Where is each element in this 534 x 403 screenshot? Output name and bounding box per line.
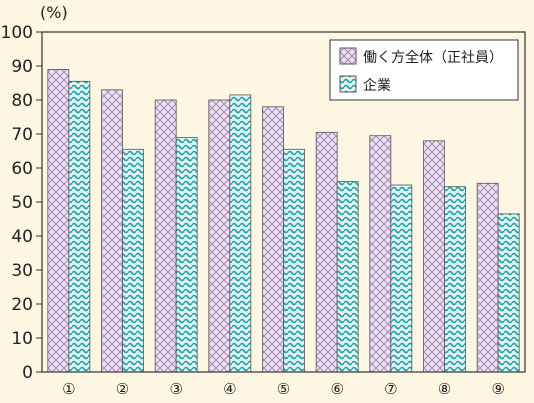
bar-companies-4 [229, 94, 252, 373]
x-category-label: ① [62, 380, 75, 398]
bar-companies-5 [283, 148, 305, 373]
x-category-label: ③ [169, 380, 182, 398]
y-tick-label: 60 [11, 159, 33, 179]
bar-companies-8 [444, 186, 466, 373]
bar-companies-3 [175, 136, 198, 373]
y-unit-label: (%) [40, 3, 68, 22]
bar-workers-9 [476, 182, 499, 373]
bar-workers-5 [262, 106, 284, 373]
legend-label-workers: 働く方全体（正社員） [363, 49, 503, 66]
y-tick-label: 70 [11, 125, 33, 145]
x-category-label: ⑦ [384, 380, 397, 398]
legend-label-companies: 企業 [363, 77, 391, 94]
y-tick-label: 100 [1, 23, 33, 43]
bar-companies-7 [390, 184, 413, 373]
y-tick-label: 40 [11, 227, 33, 247]
bar-companies-9 [497, 213, 520, 373]
x-category-label: ⑥ [330, 380, 343, 398]
y-tick-label: 50 [11, 193, 33, 213]
y-tick-label: 0 [22, 363, 33, 383]
x-category-label: ⑨ [491, 380, 504, 398]
bar-workers-3 [154, 99, 177, 373]
bar-workers-8 [423, 140, 445, 373]
bar-workers-2 [101, 89, 123, 373]
bar-workers-1 [47, 69, 70, 373]
y-tick-label: 20 [11, 295, 33, 315]
x-category-label: ⑧ [438, 380, 451, 398]
x-category-label: ⑤ [277, 380, 290, 398]
legend: 働く方全体（正社員） 企業 [329, 39, 519, 101]
bar-companies-6 [336, 181, 359, 373]
plot-frame [41, 31, 526, 373]
y-tick-label: 10 [11, 329, 33, 349]
bar-workers-6 [315, 131, 338, 373]
bar-workers-4 [208, 99, 231, 373]
bar-companies-1 [68, 80, 91, 373]
y-tick-label: 90 [11, 57, 33, 77]
y-tick-label: 30 [11, 261, 33, 281]
legend-swatch-workers [339, 47, 357, 65]
y-tick-label: 80 [11, 91, 33, 111]
bar-companies-2 [122, 148, 144, 373]
bar-workers-7 [369, 135, 392, 373]
legend-swatch-companies [339, 75, 357, 93]
x-category-label: ② [116, 380, 129, 398]
legend-box [329, 39, 519, 101]
x-category-label: ④ [223, 380, 236, 398]
